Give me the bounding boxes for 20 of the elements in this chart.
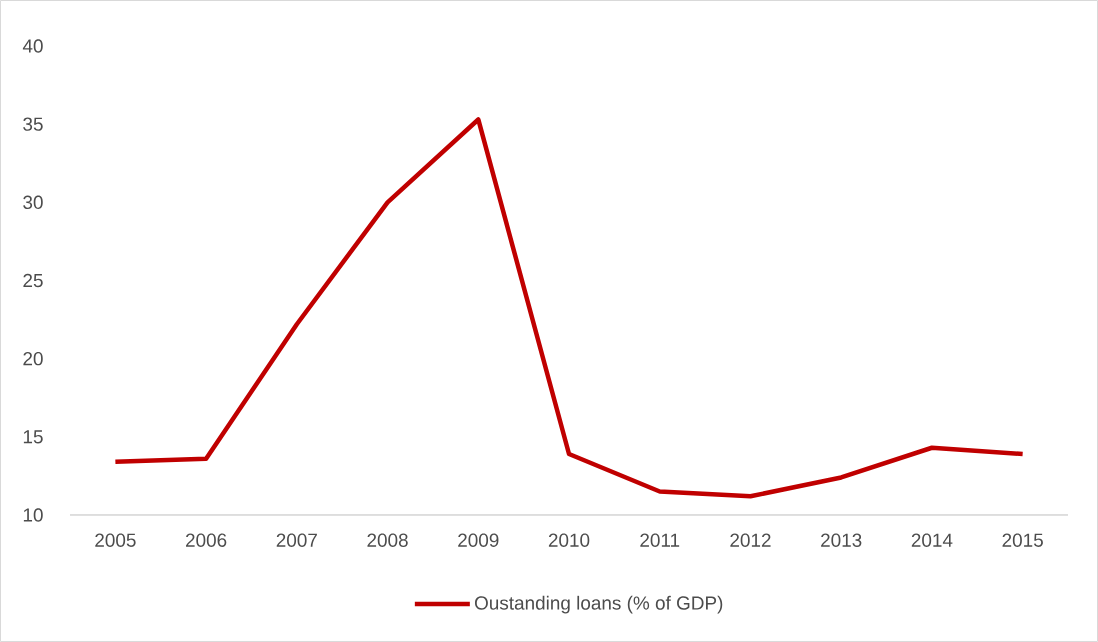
y-tick-label: 35	[23, 117, 43, 131]
y-tick-label: 40	[22, 39, 43, 53]
x-tick-label: 2014	[911, 533, 953, 547]
x-tick-label: 2015	[1002, 533, 1043, 547]
x-tick-label: 2012	[730, 533, 771, 547]
x-tick-label: 2011	[640, 533, 680, 547]
line-series	[113, 117, 1025, 499]
x-tick-label: 2009	[458, 533, 499, 547]
x-tick-label: 2007	[276, 533, 317, 547]
x-tick-label: 2010	[548, 533, 590, 547]
y-tick-label: 30	[23, 195, 43, 210]
legend-label: Oustanding loans (% of GDP)	[474, 595, 723, 614]
y-tick-label: 15	[23, 430, 43, 444]
x-tick-label: 2013	[821, 533, 862, 547]
x-tick-label: 2006	[186, 533, 227, 547]
y-tick-label: 25	[23, 273, 43, 288]
x-tick-label: 2008	[367, 533, 408, 547]
x-tick-label: 2005	[95, 533, 136, 547]
y-tick-label: 20	[23, 351, 43, 366]
y-tick-label: 10	[23, 508, 43, 522]
